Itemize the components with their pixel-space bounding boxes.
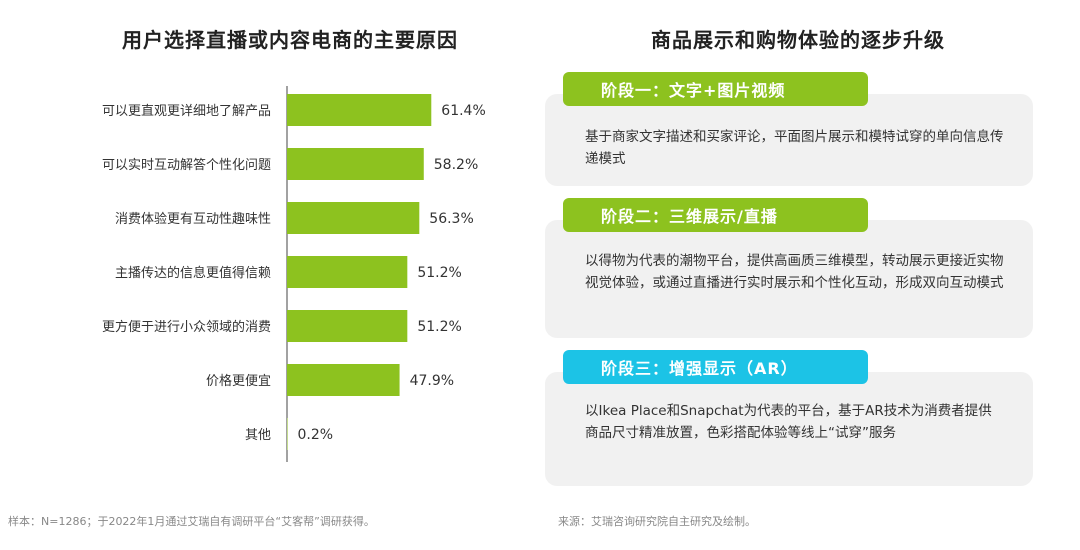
stage-2-description: 以得物为代表的潮物平台，提供高画质三维模型，转动展示更接近实物视觉体验，或通过直… xyxy=(585,253,1004,291)
left-title: 用户选择直播或内容电商的主要原因 xyxy=(122,28,458,52)
stage-1-tab: 阶段一：文字+图片视频 xyxy=(563,72,868,106)
footnote-source: 来源：艾瑞咨询研究院自主研究及绘制。 xyxy=(558,515,756,528)
value-label: 47.9% xyxy=(410,373,454,389)
stage-2-tab: 阶段二：三维展示/直播 xyxy=(563,198,868,232)
category-label: 价格更便宜 xyxy=(206,373,271,389)
bar xyxy=(287,310,408,342)
category-label: 消费体验更有互动性趣味性 xyxy=(115,211,271,227)
stage-2-box: 以得物为代表的潮物平台，提供高画质三维模型，转动展示更接近实物视觉体验，或通过直… xyxy=(545,220,1033,338)
category-label: 更方便于进行小众领域的消费 xyxy=(102,319,271,335)
value-label: 51.2% xyxy=(417,265,461,281)
category-label: 其他 xyxy=(245,428,271,443)
value-label: 56.3% xyxy=(429,211,473,227)
bar xyxy=(287,202,420,234)
footnote-sample: 样本：N=1286；于2022年1月通过艾瑞自有调研平台“艾客帮”调研获得。 xyxy=(8,515,375,528)
stage-3-description: 以Ikea Place和Snapchat为代表的平台，基于AR技术为消费者提供商… xyxy=(585,403,992,441)
bar xyxy=(287,364,400,396)
stage-3-box: 以Ikea Place和Snapchat为代表的平台，基于AR技术为消费者提供商… xyxy=(545,372,1033,486)
category-label: 主播传达的信息更值得信赖 xyxy=(115,265,271,281)
bar xyxy=(287,94,432,126)
value-label: 58.2% xyxy=(434,157,478,173)
value-label: 0.2% xyxy=(297,427,333,443)
stage-1-description: 基于商家文字描述和买家评论，平面图片展示和模特试穿的单向信息传递模式 xyxy=(585,129,1004,167)
reasons-bar-chart: 可以更直观更详细地了解产品 61.4% 可以实时互动解答个性化问题 58.2% 消费体验… xyxy=(102,86,486,462)
category-label: 可以更直观更详细地了解产品 xyxy=(102,104,271,119)
stage-1-box: 基于商家文字描述和买家评论，平面图片展示和模特试穿的单向信息传递模式 xyxy=(545,94,1033,186)
value-label: 51.2% xyxy=(417,319,461,335)
category-label: 可以实时互动解答个性化问题 xyxy=(102,157,271,173)
value-label: 61.4% xyxy=(441,103,485,119)
bar xyxy=(287,148,424,180)
stage-3-tab: 阶段三：增强显示（AR） xyxy=(563,350,868,384)
bar xyxy=(287,256,408,288)
right-title: 商品展示和购物体验的逐步升级 xyxy=(651,28,945,52)
